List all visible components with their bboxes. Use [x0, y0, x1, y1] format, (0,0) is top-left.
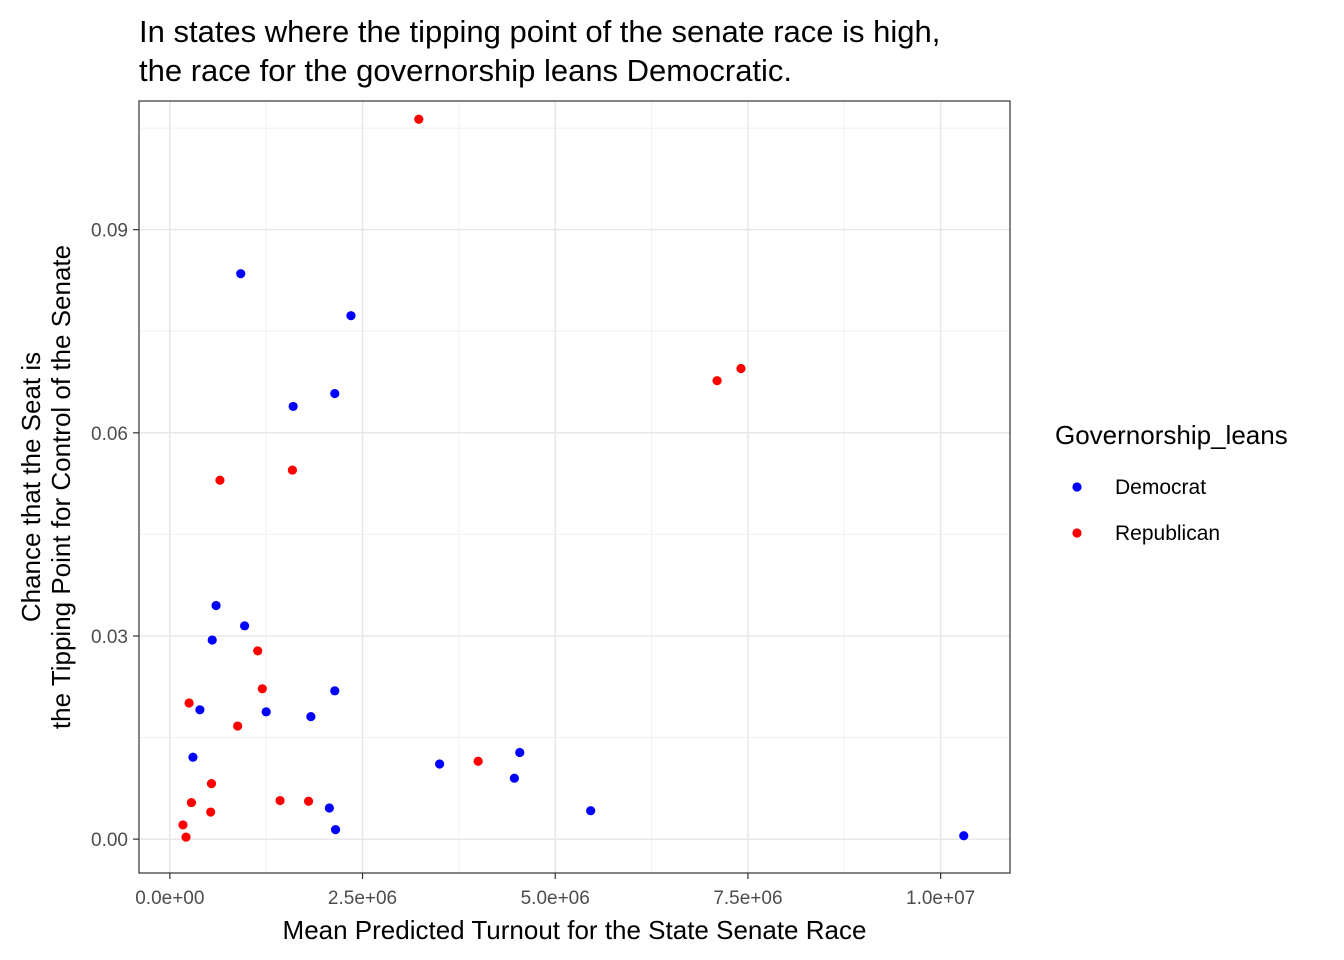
data-point-republican [186, 797, 197, 808]
data-point-republican [287, 465, 297, 475]
y-tick-label: 0.00 [91, 830, 128, 851]
data-point-republican [178, 820, 188, 830]
data-point-republican [414, 114, 424, 124]
legend-key-republican [1072, 528, 1082, 538]
data-point-democrat [515, 747, 525, 758]
data-point-democrat [346, 311, 356, 321]
y-axis-title-line-1: Chance that the Seat is [16, 352, 46, 622]
data-point-democrat [195, 705, 205, 715]
x-axis-title: Mean Predicted Turnout for the State Sen… [283, 915, 867, 945]
chart-title: In states where the tipping point of the… [139, 12, 940, 90]
data-point-republican [206, 779, 217, 789]
chart-title-line-1: In states where the tipping point of the… [139, 14, 941, 49]
data-point-republican [215, 475, 225, 485]
data-point-democrat [324, 803, 334, 813]
data-point-democrat [509, 773, 519, 783]
data-point-republican [473, 756, 483, 766]
y-tick-label: 0.06 [91, 424, 128, 445]
data-point-republican [257, 684, 267, 694]
data-point-republican [253, 646, 263, 656]
data-point-republican [233, 721, 243, 731]
data-point-democrat [211, 600, 221, 611]
data-point-republican [206, 807, 216, 817]
legend-label-democrat: Democrat [1115, 476, 1206, 499]
y-tick-label: 0.09 [91, 221, 128, 242]
data-points [178, 114, 969, 842]
data-point-democrat [306, 711, 316, 722]
legend-key-democrat [1072, 482, 1082, 492]
x-tick-label: 5.0e+06 [521, 888, 590, 909]
data-point-republican [736, 363, 746, 374]
plot-panel-border [138, 100, 1011, 874]
data-point-democrat [236, 269, 246, 279]
data-point-democrat [586, 806, 596, 816]
legend-title: Governorship_leans [1055, 420, 1288, 450]
data-point-democrat [330, 388, 340, 399]
data-point-democrat [330, 686, 340, 696]
data-point-democrat [330, 825, 341, 835]
legend: Governorship_leans Democrat Republican [1055, 420, 1288, 545]
x-tick-label: 1.0e+07 [906, 888, 975, 909]
data-point-republican [184, 698, 194, 708]
y-axis-title-line-2: the Tipping Point for Control of the Sen… [46, 245, 76, 729]
grid-layer [139, 101, 1010, 873]
data-point-democrat [959, 831, 969, 841]
x-tick-label: 0.0e+00 [135, 888, 204, 909]
x-tick-label: 7.5e+06 [713, 888, 782, 909]
data-point-democrat [188, 752, 198, 762]
axis-ticks: 0.0e+00 2.5e+06 5.0e+06 7.5e+06 1.0e+07 0.00 0… [91, 221, 975, 909]
data-point-democrat [435, 759, 445, 769]
data-point-republican [303, 796, 314, 806]
data-point-democrat [207, 635, 217, 645]
x-tick-label: 2.5e+06 [328, 888, 397, 909]
data-point-republican [712, 376, 722, 386]
data-point-republican [275, 795, 285, 806]
data-point-republican [181, 832, 191, 842]
data-point-democrat [288, 401, 298, 412]
y-tick-label: 0.03 [91, 627, 128, 648]
legend-label-republican: Republican [1115, 522, 1220, 545]
chart-title-line-2: the race for the governorship leans Demo… [139, 53, 793, 88]
data-point-democrat [239, 621, 250, 631]
data-point-democrat [261, 707, 271, 717]
